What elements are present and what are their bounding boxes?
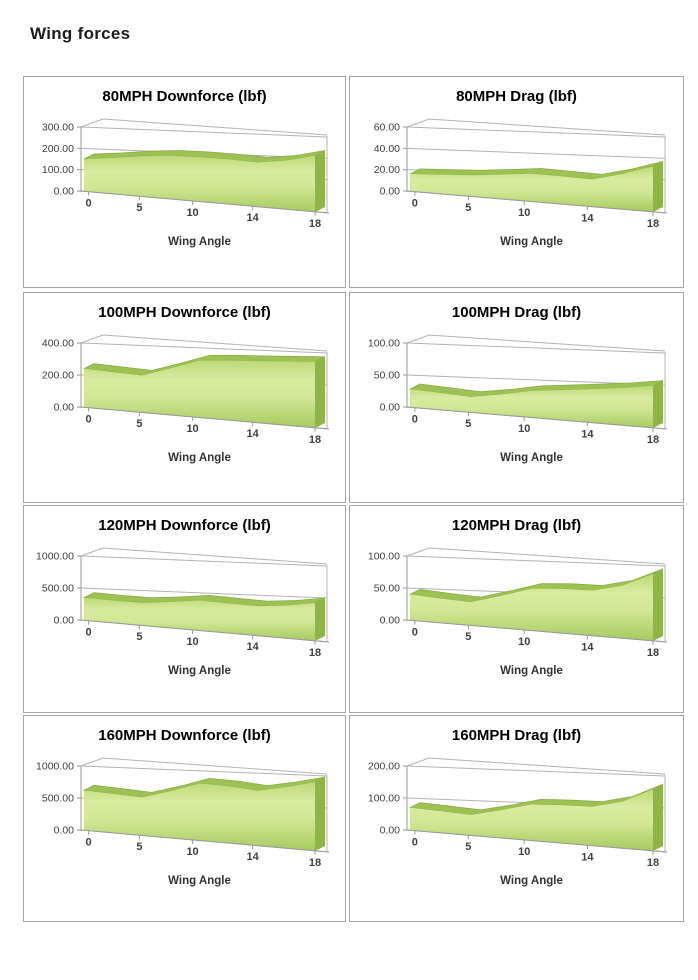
svg-text:100.00: 100.00 [368,793,400,805]
svg-text:Wing Angle: Wing Angle [500,875,563,887]
svg-text:500.00: 500.00 [42,583,74,595]
svg-text:10: 10 [518,846,530,858]
svg-text:100.00: 100.00 [368,338,400,350]
chart-title: 160MPH Drag (lbf) [451,727,582,744]
svg-text:60.00: 60.00 [374,122,400,134]
chart-canvas: 1000.00 500.00 0.00 0 5 10 14 18 Wing Angle [36,757,330,887]
chart-canvas: 300.00 200.00 100.00 0.00 0 5 10 14 18 Wing Angle [42,118,330,248]
svg-text:1000.00: 1000.00 [36,761,74,773]
chart-panel: 80MPH Downforce (lbf) 300.00 200.00 100.00… [23,76,346,288]
svg-text:0: 0 [412,837,418,849]
svg-text:200.00: 200.00 [42,370,74,382]
chart-canvas: 1000.00 500.00 0.00 0 5 10 14 18 Wing Angle [36,547,330,677]
svg-text:14: 14 [247,212,260,224]
svg-text:14: 14 [581,851,594,863]
page-title: Wing forces [30,24,131,43]
svg-text:400.00: 400.00 [42,338,74,350]
chart-canvas: 100.00 50.00 0.00 0 5 10 14 18 Wing Angle [368,334,668,464]
svg-text:10: 10 [186,846,198,858]
svg-text:18: 18 [647,434,659,446]
chart-title: 80MPH Drag (lbf) [456,88,577,105]
svg-text:Wing Angle: Wing Angle [500,452,563,464]
svg-text:0: 0 [86,198,92,210]
svg-text:14: 14 [247,851,260,863]
chart-title: 100MPH Downforce (lbf) [98,304,271,321]
svg-text:0.00: 0.00 [380,186,401,198]
chart-panel: 100MPH Drag (lbf) 100.00 50.00 0.00 0 5 10 14 1… [349,292,684,503]
svg-text:0.00: 0.00 [54,186,75,198]
svg-text:10: 10 [518,636,530,648]
chart-title: 120MPH Downforce (lbf) [98,517,271,534]
svg-text:14: 14 [581,428,594,440]
svg-text:5: 5 [465,841,471,853]
svg-text:18: 18 [309,218,321,230]
svg-text:18: 18 [309,857,321,869]
svg-text:Wing Angle: Wing Angle [168,452,231,464]
svg-text:0: 0 [412,627,418,639]
svg-text:0: 0 [86,837,92,849]
svg-text:5: 5 [136,841,142,853]
chart-panel: 160MPH Drag (lbf) 200.00 100.00 0.00 0 5 10 14… [349,715,684,922]
svg-text:20.00: 20.00 [374,164,400,176]
svg-text:0: 0 [412,198,418,210]
svg-text:5: 5 [465,202,471,214]
svg-text:0.00: 0.00 [380,825,401,837]
chart-panel: 80MPH Drag (lbf) 60.00 40.00 20.00 0.00 0 5 10… [349,76,684,288]
svg-text:50.00: 50.00 [374,370,400,382]
svg-text:14: 14 [247,641,260,653]
svg-text:0: 0 [412,414,418,426]
svg-text:500.00: 500.00 [42,793,74,805]
chart-canvas: 100.00 50.00 0.00 0 5 10 14 18 Wing Angle [368,547,668,677]
svg-text:0: 0 [86,627,92,639]
chart-title: 160MPH Downforce (lbf) [98,727,271,744]
svg-text:Wing Angle: Wing Angle [168,665,231,677]
svg-text:Wing Angle: Wing Angle [500,665,563,677]
svg-text:18: 18 [647,647,659,659]
chart-panel: 120MPH Downforce (lbf) 1000.00 500.00 0.00… [23,505,346,713]
chart-panel: 160MPH Downforce (lbf) 1000.00 500.00 0.00… [23,715,346,922]
svg-text:10: 10 [518,423,530,435]
svg-text:18: 18 [309,434,321,446]
svg-text:0: 0 [86,414,92,426]
svg-text:0.00: 0.00 [380,402,401,414]
chart-panel: 100MPH Downforce (lbf) 400.00 200.00 0.00 0… [23,292,346,503]
svg-text:10: 10 [186,207,198,219]
svg-text:0.00: 0.00 [54,825,75,837]
svg-text:14: 14 [247,428,260,440]
chart-title: 120MPH Drag (lbf) [451,517,582,534]
svg-text:14: 14 [581,641,594,653]
svg-text:Wing Angle: Wing Angle [500,236,563,248]
chart-title: 100MPH Drag (lbf) [451,304,582,321]
svg-text:10: 10 [186,423,198,435]
svg-text:200.00: 200.00 [42,143,74,155]
svg-text:0.00: 0.00 [54,402,75,414]
svg-text:14: 14 [581,212,594,224]
chart-canvas: 60.00 40.00 20.00 0.00 0 5 10 14 18 Wing Angle [374,118,668,248]
svg-text:Wing Angle: Wing Angle [168,236,231,248]
svg-text:18: 18 [647,857,659,869]
svg-text:10: 10 [186,636,198,648]
svg-text:Wing Angle: Wing Angle [168,875,231,887]
svg-text:0.00: 0.00 [380,615,401,627]
svg-text:0.00: 0.00 [54,615,75,627]
chart-canvas: 200.00 100.00 0.00 0 5 10 14 18 Wing Angle [368,757,668,887]
svg-text:5: 5 [136,202,142,214]
chart-canvas: 400.00 200.00 0.00 0 5 10 14 18 Wing Angle [42,334,330,464]
chart-panel: 120MPH Drag (lbf) 100.00 50.00 0.00 0 5 10 14 1… [349,505,684,713]
svg-text:40.00: 40.00 [374,143,400,155]
svg-text:18: 18 [647,218,659,230]
svg-text:200.00: 200.00 [368,761,400,773]
svg-text:5: 5 [465,631,471,643]
svg-text:100.00: 100.00 [368,551,400,563]
svg-text:5: 5 [465,418,471,430]
svg-text:18: 18 [309,647,321,659]
svg-text:5: 5 [136,631,142,643]
svg-text:100.00: 100.00 [42,164,74,176]
svg-text:1000.00: 1000.00 [36,551,74,563]
svg-text:10: 10 [518,207,530,219]
svg-text:300.00: 300.00 [42,122,74,134]
svg-text:5: 5 [136,418,142,430]
svg-text:50.00: 50.00 [374,583,400,595]
chart-title: 80MPH Downforce (lbf) [102,88,267,105]
